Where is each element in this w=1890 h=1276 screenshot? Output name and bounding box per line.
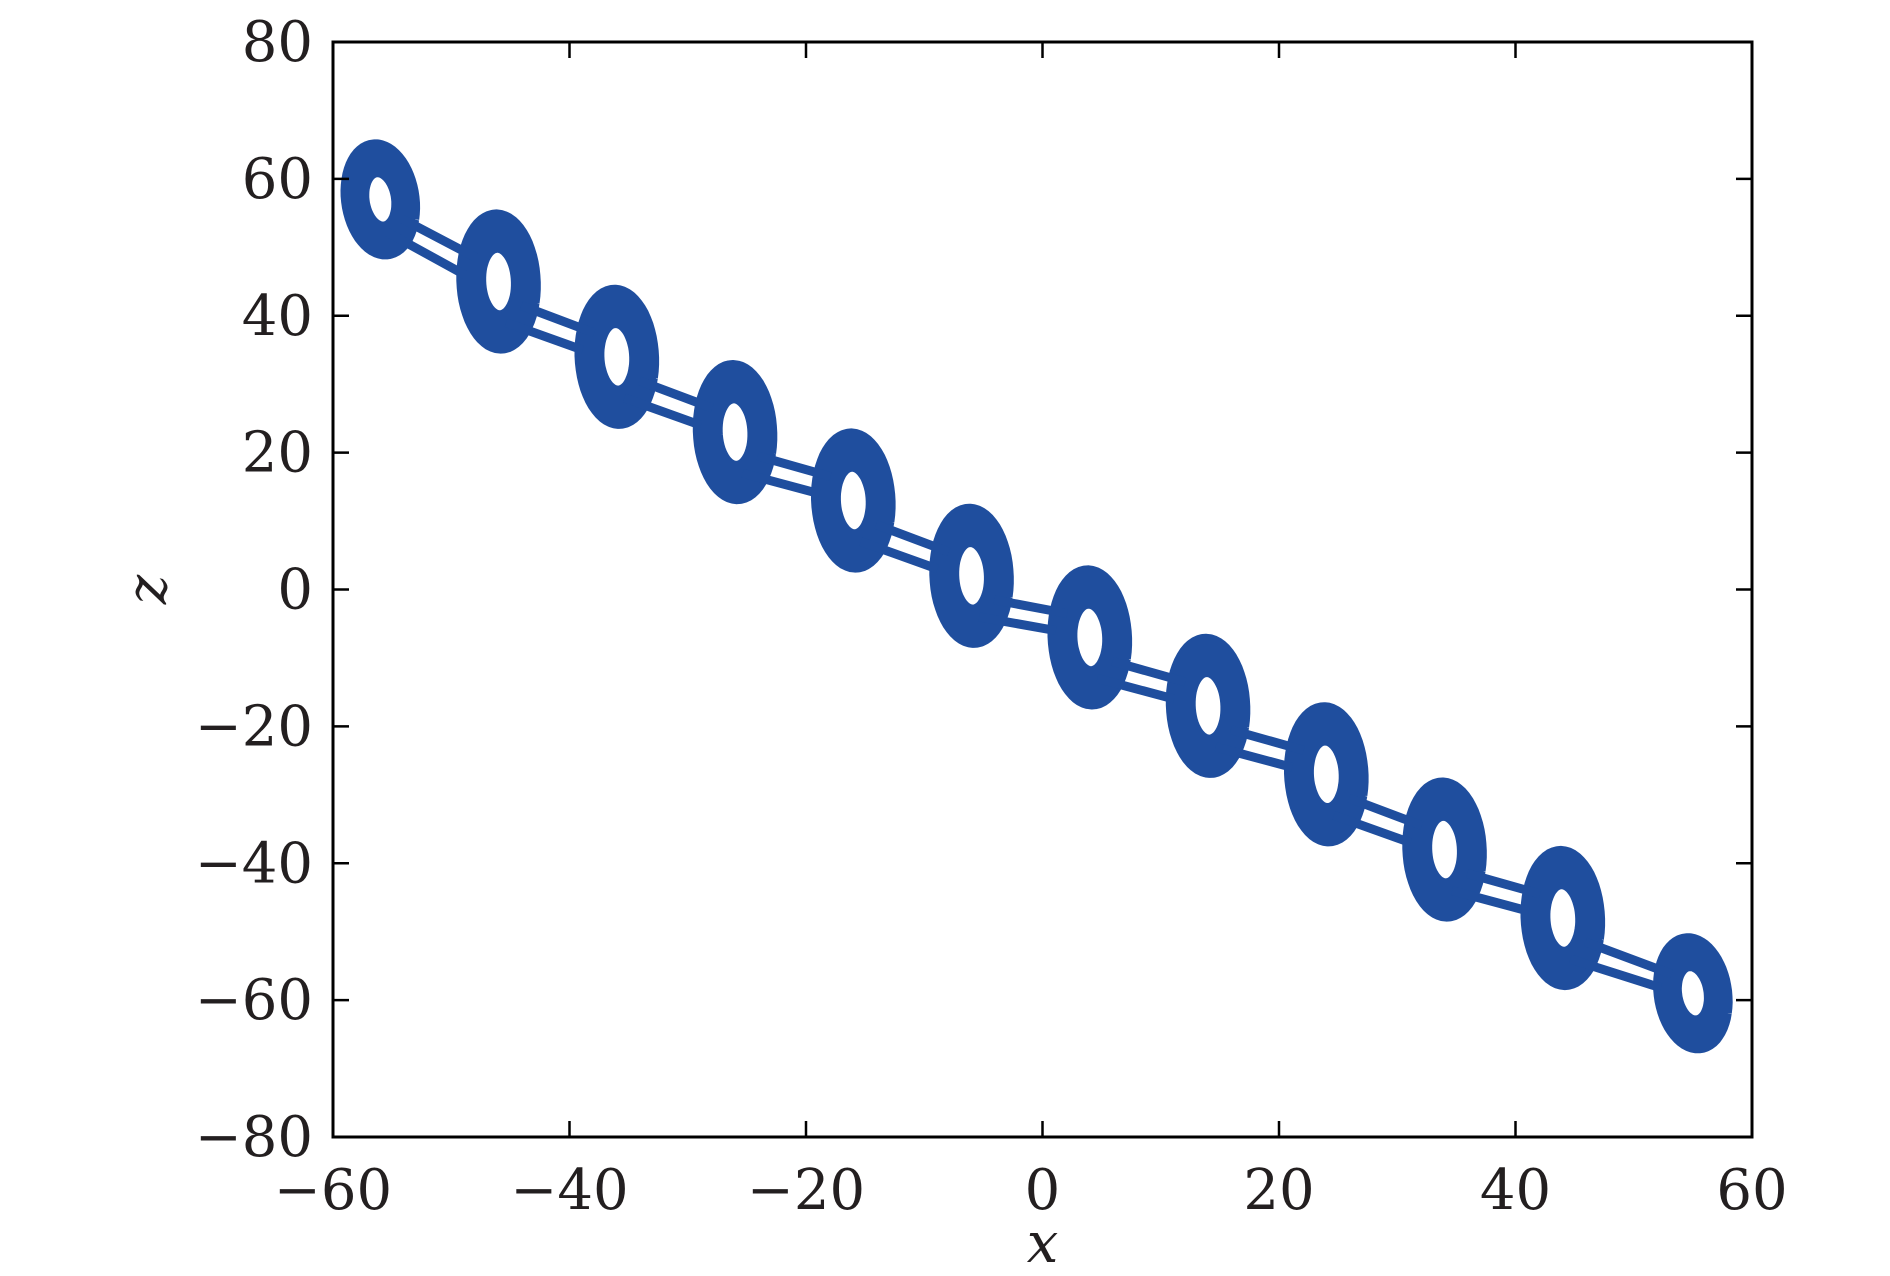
y-tick-label: 80: [242, 10, 313, 75]
x-axis-label: x: [1027, 1211, 1059, 1276]
y-tick-label: −60: [195, 968, 313, 1033]
trajectory-loop-11: [1520, 845, 1606, 991]
trajectory-bridge-4: [741, 451, 832, 499]
y-tick-label: 60: [242, 147, 313, 212]
trajectory-loop-9: [1284, 702, 1369, 847]
trajectory-bridge-3: [622, 376, 714, 430]
trajectory-bridge-8: [1214, 725, 1305, 772]
trajectory-loop-3: [574, 284, 660, 429]
x-tick-label: 40: [1480, 1158, 1551, 1223]
y-tick-label: −20: [195, 694, 313, 759]
trajectory-loop-5: [811, 428, 896, 573]
trajectory-loop-1: [340, 139, 421, 260]
trajectory-bridge-6: [978, 595, 1068, 636]
trajectory-bridge-2: [504, 301, 596, 355]
trajectory-loop-8: [1165, 633, 1251, 778]
y-tick-label: −80: [195, 1105, 313, 1170]
x-tick-label: −20: [747, 1158, 865, 1223]
series-trajectory: [340, 139, 1733, 1054]
y-tick-label: 40: [242, 284, 313, 349]
trajectory-loop-2: [456, 209, 541, 354]
x-tick-label: 20: [1243, 1158, 1314, 1223]
x-tick-label: −40: [510, 1158, 628, 1223]
y-axis-label: z: [115, 574, 180, 605]
x-tick-label: −60: [274, 1158, 392, 1223]
trajectory-bridge-5: [859, 520, 951, 574]
x-tick-label: 0: [1025, 1158, 1061, 1223]
x-tick-label: 60: [1716, 1158, 1787, 1223]
trajectory-loop-6: [929, 503, 1014, 648]
trajectory-bridge-10: [1450, 869, 1542, 916]
trajectory-loop-12: [1653, 933, 1733, 1054]
y-tick-label: −40: [195, 831, 313, 896]
trajectory-loop-4: [692, 360, 778, 505]
trajectory-loop-7: [1047, 565, 1133, 710]
trajectory-loop-10: [1402, 777, 1487, 922]
y-axis: −80 −60 −40 −20 0 20 40 60 80: [195, 10, 1752, 1170]
trajectory-bridge-11: [1569, 937, 1674, 993]
y-tick-label: 20: [242, 421, 313, 486]
plot-area: [340, 139, 1733, 1054]
x-axis: −60 −40 −20 0 20 40 60: [274, 42, 1788, 1223]
trajectory-bridge-7: [1096, 657, 1187, 704]
trajectory-bridge-9: [1332, 793, 1424, 847]
y-tick-label: 0: [277, 558, 313, 623]
trajectory-bridge-1: [385, 214, 478, 279]
